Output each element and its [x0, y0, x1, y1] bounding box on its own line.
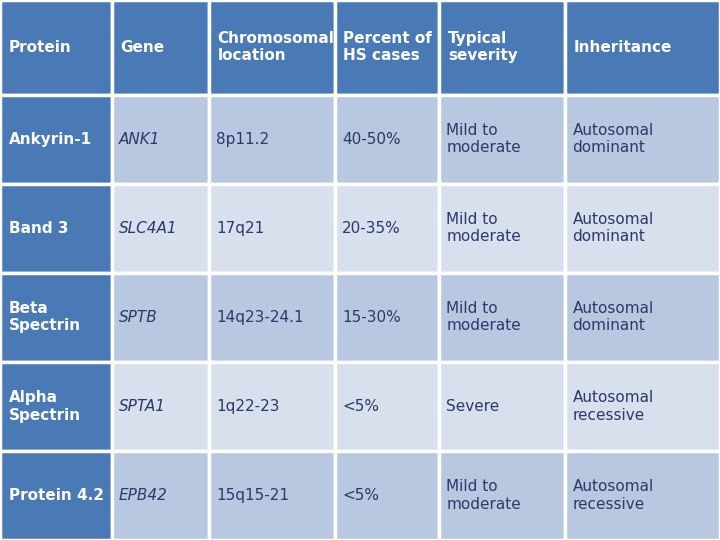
FancyBboxPatch shape [439, 273, 565, 362]
Text: SPTA1: SPTA1 [119, 399, 166, 414]
FancyBboxPatch shape [335, 451, 439, 540]
Text: Mild to
moderate: Mild to moderate [446, 123, 521, 156]
Text: Autosomal
dominant: Autosomal dominant [572, 123, 654, 156]
Text: 15-30%: 15-30% [342, 310, 401, 325]
FancyBboxPatch shape [335, 362, 439, 451]
FancyBboxPatch shape [0, 184, 112, 273]
FancyBboxPatch shape [439, 0, 565, 94]
Text: Mild to
moderate: Mild to moderate [446, 480, 521, 511]
Text: Autosomal
recessive: Autosomal recessive [572, 390, 654, 422]
Text: Protein: Protein [9, 40, 71, 55]
Text: Beta
Spectrin: Beta Spectrin [9, 301, 81, 333]
FancyBboxPatch shape [112, 94, 209, 184]
Text: Percent of
HS cases: Percent of HS cases [343, 31, 432, 63]
FancyBboxPatch shape [112, 273, 209, 362]
FancyBboxPatch shape [112, 0, 209, 94]
Text: 20-35%: 20-35% [342, 221, 401, 235]
Text: 15q15-21: 15q15-21 [216, 488, 289, 503]
FancyBboxPatch shape [565, 0, 720, 94]
Text: 8p11.2: 8p11.2 [216, 132, 269, 146]
Text: 1q22-23: 1q22-23 [216, 399, 279, 414]
Text: Band 3: Band 3 [9, 221, 68, 235]
FancyBboxPatch shape [439, 94, 565, 184]
FancyBboxPatch shape [209, 273, 335, 362]
FancyBboxPatch shape [439, 362, 565, 451]
Text: <5%: <5% [342, 399, 379, 414]
FancyBboxPatch shape [0, 451, 112, 540]
FancyBboxPatch shape [565, 362, 720, 451]
Text: Autosomal
recessive: Autosomal recessive [572, 480, 654, 511]
FancyBboxPatch shape [112, 362, 209, 451]
Text: Autosomal
dominant: Autosomal dominant [572, 301, 654, 333]
FancyBboxPatch shape [335, 184, 439, 273]
Text: Severe: Severe [446, 399, 500, 414]
FancyBboxPatch shape [112, 451, 209, 540]
Text: Alpha
Spectrin: Alpha Spectrin [9, 390, 81, 422]
FancyBboxPatch shape [0, 273, 112, 362]
FancyBboxPatch shape [439, 451, 565, 540]
FancyBboxPatch shape [565, 94, 720, 184]
Text: 17q21: 17q21 [216, 221, 264, 235]
Text: Chromosomal
location: Chromosomal location [217, 31, 334, 63]
Text: Typical
severity: Typical severity [448, 31, 518, 63]
FancyBboxPatch shape [0, 362, 112, 451]
Text: 14q23-24.1: 14q23-24.1 [216, 310, 304, 325]
Text: Mild to
moderate: Mild to moderate [446, 212, 521, 244]
Text: SPTB: SPTB [119, 310, 158, 325]
FancyBboxPatch shape [209, 184, 335, 273]
Text: ANK1: ANK1 [119, 132, 161, 146]
Text: EPB42: EPB42 [119, 488, 168, 503]
FancyBboxPatch shape [439, 184, 565, 273]
Text: SLC4A1: SLC4A1 [119, 221, 177, 235]
FancyBboxPatch shape [209, 451, 335, 540]
FancyBboxPatch shape [112, 184, 209, 273]
Text: Mild to
moderate: Mild to moderate [446, 301, 521, 333]
Text: Inheritance: Inheritance [574, 40, 672, 55]
FancyBboxPatch shape [209, 362, 335, 451]
FancyBboxPatch shape [209, 0, 335, 94]
Text: Autosomal
dominant: Autosomal dominant [572, 212, 654, 244]
Text: Gene: Gene [120, 40, 164, 55]
FancyBboxPatch shape [0, 0, 112, 94]
FancyBboxPatch shape [565, 273, 720, 362]
FancyBboxPatch shape [335, 0, 439, 94]
FancyBboxPatch shape [209, 94, 335, 184]
Text: Protein 4.2: Protein 4.2 [9, 488, 104, 503]
FancyBboxPatch shape [335, 94, 439, 184]
Text: <5%: <5% [342, 488, 379, 503]
Text: Ankyrin-1: Ankyrin-1 [9, 132, 91, 146]
FancyBboxPatch shape [565, 184, 720, 273]
FancyBboxPatch shape [565, 451, 720, 540]
FancyBboxPatch shape [0, 94, 112, 184]
FancyBboxPatch shape [335, 273, 439, 362]
Text: 40-50%: 40-50% [342, 132, 400, 146]
